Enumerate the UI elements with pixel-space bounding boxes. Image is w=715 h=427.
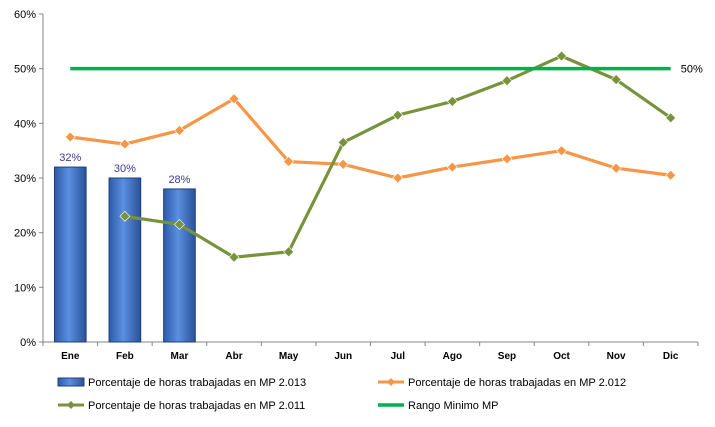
data-point-marker: [610, 74, 622, 86]
data-point-marker: [119, 138, 131, 150]
x-tick-label: Ago: [443, 351, 462, 362]
line-series: 50%: [64, 50, 703, 263]
bar-data-label: 30%: [114, 163, 136, 175]
x-tick-label: Nov: [607, 351, 626, 362]
legend-swatch-marker: [67, 401, 75, 409]
legend-entry-label: Porcentaje de horas trabajadas en MP 2.0…: [408, 377, 626, 389]
x-tick-label: Jun: [334, 351, 352, 362]
data-point-marker: [392, 109, 404, 121]
x-tick-label: Sep: [498, 351, 516, 362]
bar-data-label: 28%: [168, 174, 190, 186]
x-tick-label: Dic: [663, 351, 679, 362]
data-point-marker: [228, 93, 240, 105]
y-tick-label: 30%: [14, 173, 36, 185]
y-tick-label: 0%: [20, 337, 36, 349]
data-point-marker: [337, 158, 349, 170]
y-tick-label: 10%: [14, 282, 36, 294]
legend-entry-label: Porcentaje de horas trabajadas en MP 2.0…: [88, 400, 305, 412]
reference-line-label: 50%: [681, 64, 703, 76]
data-point-marker: [610, 162, 622, 174]
data-point-marker: [64, 131, 76, 143]
data-point-marker: [392, 172, 404, 184]
data-point-marker: [446, 96, 458, 107]
data-point-marker: [174, 219, 185, 230]
series-line-2: [124, 54, 672, 259]
x-tick-label: Mar: [171, 351, 189, 362]
legend-entry-label: Porcentaje de horas trabajadas en MP 2.0…: [88, 377, 306, 389]
y-tick-label: 40%: [14, 118, 36, 130]
x-tick-label: Oct: [553, 351, 570, 362]
x-tick-label: May: [279, 351, 299, 362]
x-tick-label: Jul: [391, 351, 406, 362]
data-point-marker: [665, 112, 677, 124]
data-point-marker: [501, 75, 513, 87]
bar-data-label: 32%: [59, 152, 81, 164]
y-tick-label: 20%: [14, 228, 36, 240]
data-point-marker: [446, 161, 458, 173]
series-line-1: [70, 97, 671, 180]
bar-mar: [163, 188, 196, 343]
data-point-marker: [337, 137, 349, 148]
legend: Porcentaje de horas trabajadas en MP 2.0…: [57, 377, 626, 412]
data-point-marker: [556, 50, 567, 62]
data-point-marker: [174, 125, 185, 136]
data-point-marker: [556, 145, 567, 157]
legend-swatch-bar: [57, 377, 85, 387]
data-point-marker: [501, 153, 513, 165]
data-point-marker: [119, 210, 131, 222]
x-tick-label: Ene: [61, 351, 80, 362]
data-point-marker: [283, 156, 295, 168]
bar-series: 32% 30% 28%: [53, 152, 196, 343]
legend-swatch-marker: [387, 378, 395, 386]
x-tick-label: Abr: [225, 351, 242, 362]
data-point-marker: [665, 169, 677, 181]
legend-entry-label: Rango Minimo MP: [408, 400, 498, 412]
x-tick-label: Feb: [116, 351, 134, 362]
data-point-marker: [228, 251, 240, 263]
y-tick-label: 50%: [14, 64, 36, 76]
axes: 0% 10% 20% 30% 40% 50% 60% Ene Feb Mar Abr May Jun Ju…: [14, 9, 699, 362]
y-tick-label: 60%: [14, 9, 36, 21]
bar-ene: [53, 166, 87, 343]
bar-feb: [108, 177, 142, 343]
data-point-marker: [283, 246, 295, 258]
